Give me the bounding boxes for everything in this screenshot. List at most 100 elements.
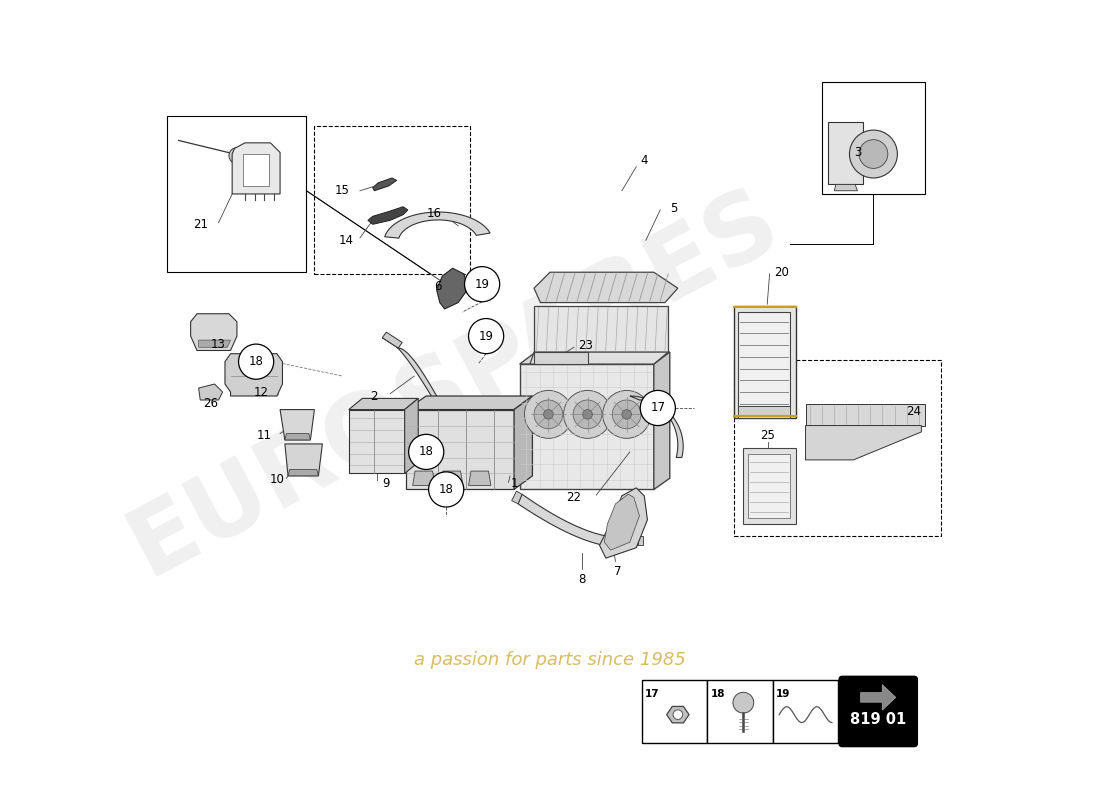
- Polygon shape: [441, 471, 463, 486]
- Text: 17: 17: [645, 689, 660, 699]
- Circle shape: [534, 400, 563, 429]
- Circle shape: [525, 390, 572, 438]
- Polygon shape: [519, 352, 670, 364]
- Polygon shape: [805, 426, 922, 460]
- Polygon shape: [667, 706, 689, 723]
- Polygon shape: [514, 396, 532, 490]
- Text: 10: 10: [270, 474, 284, 486]
- Text: 11: 11: [256, 430, 272, 442]
- Text: 1: 1: [510, 478, 518, 490]
- Text: 21: 21: [194, 218, 209, 231]
- FancyBboxPatch shape: [839, 676, 917, 746]
- Circle shape: [408, 434, 443, 470]
- Polygon shape: [190, 314, 236, 350]
- Polygon shape: [383, 332, 403, 348]
- Polygon shape: [232, 143, 280, 194]
- Polygon shape: [469, 471, 491, 486]
- Text: 20: 20: [774, 266, 789, 278]
- Circle shape: [573, 400, 602, 429]
- Polygon shape: [519, 364, 653, 490]
- Text: 24: 24: [906, 406, 921, 418]
- Text: 19: 19: [478, 330, 494, 342]
- Text: 18: 18: [711, 689, 725, 699]
- Circle shape: [640, 390, 675, 426]
- Text: 18: 18: [249, 355, 264, 368]
- Polygon shape: [226, 354, 283, 396]
- Polygon shape: [406, 410, 514, 490]
- Polygon shape: [653, 352, 670, 490]
- Polygon shape: [199, 340, 231, 347]
- FancyBboxPatch shape: [242, 154, 268, 186]
- Text: 25: 25: [760, 430, 775, 442]
- Polygon shape: [385, 212, 491, 238]
- Polygon shape: [437, 268, 469, 309]
- Polygon shape: [349, 410, 405, 474]
- Polygon shape: [199, 384, 222, 400]
- Circle shape: [673, 710, 683, 719]
- FancyBboxPatch shape: [707, 679, 773, 743]
- Text: 12: 12: [253, 386, 268, 398]
- Text: 18: 18: [419, 446, 433, 458]
- Text: 9: 9: [383, 478, 390, 490]
- Polygon shape: [373, 178, 397, 190]
- Polygon shape: [530, 352, 668, 364]
- Polygon shape: [860, 685, 895, 710]
- Text: 13: 13: [211, 338, 226, 350]
- Polygon shape: [288, 470, 318, 476]
- Circle shape: [583, 410, 592, 419]
- Circle shape: [603, 390, 650, 438]
- Polygon shape: [738, 312, 790, 412]
- Polygon shape: [349, 398, 418, 410]
- Text: 18: 18: [439, 483, 453, 496]
- Circle shape: [469, 318, 504, 354]
- Polygon shape: [834, 184, 858, 190]
- Polygon shape: [600, 488, 648, 558]
- Polygon shape: [738, 406, 790, 418]
- Circle shape: [849, 130, 898, 178]
- Polygon shape: [444, 418, 474, 484]
- Text: 8: 8: [579, 573, 585, 586]
- Polygon shape: [285, 434, 310, 440]
- Polygon shape: [828, 122, 864, 184]
- Polygon shape: [534, 306, 668, 352]
- Polygon shape: [638, 536, 642, 546]
- Text: 17: 17: [650, 402, 666, 414]
- Circle shape: [429, 472, 464, 507]
- Polygon shape: [734, 306, 796, 418]
- Polygon shape: [534, 272, 678, 302]
- Text: 19: 19: [776, 689, 791, 699]
- Circle shape: [543, 410, 553, 419]
- Text: 819 01: 819 01: [850, 712, 906, 726]
- Circle shape: [464, 266, 499, 302]
- Polygon shape: [412, 471, 434, 486]
- Circle shape: [229, 148, 245, 164]
- Text: 26: 26: [204, 398, 218, 410]
- Text: 6: 6: [434, 280, 442, 293]
- Polygon shape: [630, 396, 683, 458]
- Text: 4: 4: [640, 154, 648, 167]
- Polygon shape: [367, 206, 408, 224]
- Polygon shape: [744, 448, 796, 524]
- FancyBboxPatch shape: [641, 679, 707, 743]
- Polygon shape: [383, 338, 452, 424]
- Polygon shape: [406, 396, 532, 410]
- Text: 16: 16: [427, 207, 442, 221]
- Text: 2: 2: [371, 390, 378, 402]
- Text: 7: 7: [614, 566, 622, 578]
- Polygon shape: [534, 352, 588, 364]
- Text: EUROSPARES: EUROSPARES: [113, 174, 794, 594]
- Circle shape: [621, 410, 631, 419]
- Polygon shape: [405, 398, 418, 474]
- Text: 3: 3: [854, 146, 861, 159]
- Text: 19: 19: [474, 278, 490, 290]
- Text: 14: 14: [339, 234, 354, 246]
- Polygon shape: [280, 410, 315, 440]
- Circle shape: [563, 390, 612, 438]
- Polygon shape: [805, 404, 925, 426]
- Circle shape: [239, 344, 274, 379]
- Text: 5: 5: [670, 202, 678, 215]
- Text: 23: 23: [579, 339, 593, 352]
- Polygon shape: [512, 491, 522, 504]
- Text: 22: 22: [566, 491, 582, 504]
- Polygon shape: [285, 444, 322, 476]
